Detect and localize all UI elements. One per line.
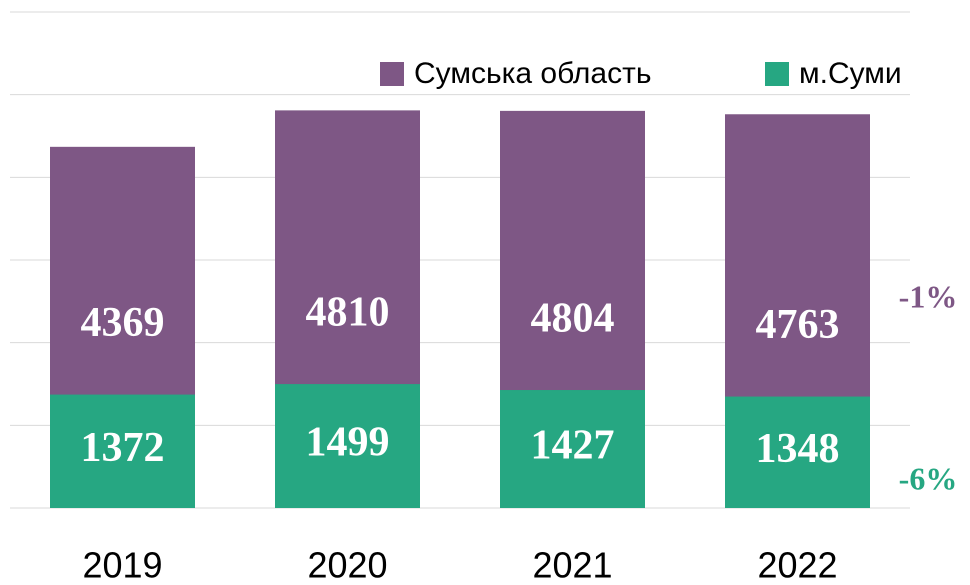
value-label: 1499 (306, 420, 390, 466)
value-label: 4804 (531, 296, 615, 342)
annotation: -1% (899, 278, 958, 314)
bar (725, 396, 870, 508)
legend-label: м.Суми (799, 57, 902, 90)
bar (50, 394, 195, 508)
legend-swatch (380, 62, 404, 86)
value-label: 4763 (756, 302, 840, 348)
legend-label: Сумська область (414, 57, 651, 90)
bar (500, 390, 645, 508)
bar (275, 384, 420, 508)
annotation: -6% (899, 460, 958, 496)
value-label: 1427 (531, 423, 615, 469)
legend-swatch (765, 62, 789, 86)
value-label: 4810 (306, 290, 390, 336)
value-label: 4369 (81, 300, 165, 346)
x-tick-label: 2019 (82, 545, 162, 585)
value-label: 1348 (756, 426, 840, 472)
x-tick-label: 2021 (532, 545, 612, 585)
value-label: 1372 (81, 425, 165, 471)
x-tick-label: 2020 (307, 545, 387, 585)
x-tick-label: 2022 (757, 545, 837, 585)
